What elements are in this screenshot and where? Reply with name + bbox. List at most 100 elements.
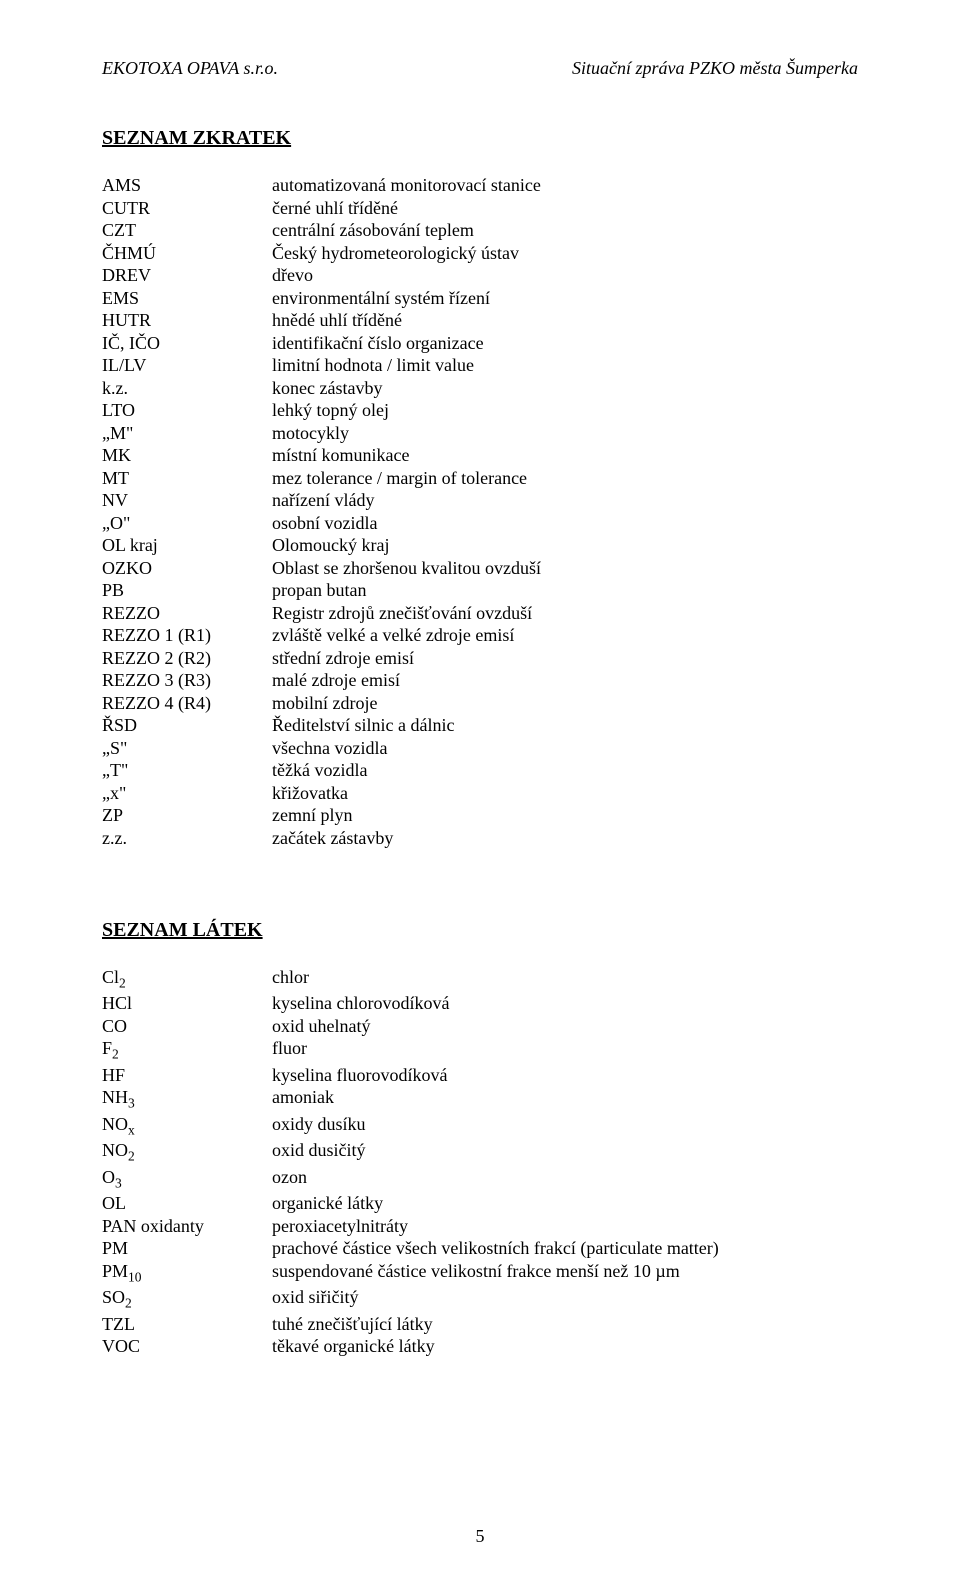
abbr-code: ŘSD <box>102 714 272 737</box>
abbr-code: HCl <box>102 992 272 1015</box>
abbr-definition: identifikační číslo organizace <box>272 332 858 355</box>
page-header: EKOTOXA OPAVA s.r.o. Situační zpráva PZK… <box>102 58 858 79</box>
abbr-definition: zvláště velké a velké zdroje emisí <box>272 624 858 647</box>
abbr-definition: místní komunikace <box>272 444 858 467</box>
abbr-definition: Oblast se zhoršenou kvalitou ovzduší <box>272 557 858 580</box>
abbr-code: IČ, IČO <box>102 332 272 355</box>
abbr-definition: motocykly <box>272 422 858 445</box>
abbr-code: REZZO 2 (R2) <box>102 647 272 670</box>
abbr-code: „x" <box>102 782 272 805</box>
abbr-definition: začátek zástavby <box>272 827 858 850</box>
abbr-code: MK <box>102 444 272 467</box>
abbr-definition: ozon <box>272 1166 858 1192</box>
abbr-code: NO2 <box>102 1139 272 1165</box>
abbr-code: O3 <box>102 1166 272 1192</box>
abbr-code: OL kraj <box>102 534 272 557</box>
abbr-code: REZZO 4 (R4) <box>102 692 272 715</box>
abbr-definition: Registr zdrojů znečišťování ovzduší <box>272 602 858 625</box>
abbr-definition: lehký topný olej <box>272 399 858 422</box>
abbr-definition: Olomoucký kraj <box>272 534 858 557</box>
abbr-definition: fluor <box>272 1037 858 1063</box>
abbr-definition: střední zdroje emisí <box>272 647 858 670</box>
abbr-definition: křižovatka <box>272 782 858 805</box>
abbr-code: REZZO 3 (R3) <box>102 669 272 692</box>
abbr-code: OL <box>102 1192 272 1215</box>
abbr-definition: kyselina chlorovodíková <box>272 992 858 1015</box>
abbr-code: IL/LV <box>102 354 272 377</box>
abbr-definition: černé uhlí tříděné <box>272 197 858 220</box>
abbr-code: CO <box>102 1015 272 1038</box>
abbr-code: PM <box>102 1237 272 1260</box>
abbr-code: DREV <box>102 264 272 287</box>
abbr-code: ČHMÚ <box>102 242 272 265</box>
section-title-zkratek: SEZNAM ZKRATEK <box>102 127 858 150</box>
document-page: EKOTOXA OPAVA s.r.o. Situační zpráva PZK… <box>0 0 960 1589</box>
abbr-definition: Ředitelství silnic a dálnic <box>272 714 858 737</box>
abbr-code: REZZO <box>102 602 272 625</box>
abbr-code: SO2 <box>102 1286 272 1312</box>
abbr-code: PM10 <box>102 1260 272 1286</box>
abbr-definition: limitní hodnota / limit value <box>272 354 858 377</box>
abbreviation-table-1: AMSautomatizovaná monitorovací staniceCU… <box>102 174 858 849</box>
abbr-code: „S" <box>102 737 272 760</box>
abbr-definition: tuhé znečišťující látky <box>272 1313 858 1336</box>
abbr-definition: amoniak <box>272 1086 858 1112</box>
abbr-code: EMS <box>102 287 272 310</box>
abbr-definition: oxid siřičitý <box>272 1286 858 1312</box>
abbr-code: OZKO <box>102 557 272 580</box>
abbr-definition: suspendované částice velikostní frakce m… <box>272 1260 858 1286</box>
section-spacer <box>102 849 858 919</box>
abbr-definition: oxid dusičitý <box>272 1139 858 1165</box>
abbr-definition: environmentální systém řízení <box>272 287 858 310</box>
abbr-code: z.z. <box>102 827 272 850</box>
abbr-code: PB <box>102 579 272 602</box>
abbr-definition: zemní plyn <box>272 804 858 827</box>
abbr-definition: prachové částice všech velikostních frak… <box>272 1237 858 1260</box>
abbr-code: „O" <box>102 512 272 535</box>
header-left-text: EKOTOXA OPAVA s.r.o. <box>102 58 278 79</box>
page-number: 5 <box>0 1526 960 1547</box>
abbr-definition: oxid uhelnatý <box>272 1015 858 1038</box>
abbr-code: NV <box>102 489 272 512</box>
abbr-code: AMS <box>102 174 272 197</box>
abbr-definition: centrální zásobování teplem <box>272 219 858 242</box>
abbr-definition: mobilní zdroje <box>272 692 858 715</box>
abbr-definition: nařízení vlády <box>272 489 858 512</box>
abbr-code: „T" <box>102 759 272 782</box>
abbr-code: NH3 <box>102 1086 272 1112</box>
abbr-code: HUTR <box>102 309 272 332</box>
abbr-code: „M" <box>102 422 272 445</box>
abbr-code: F2 <box>102 1037 272 1063</box>
section-title-latek: SEZNAM LÁTEK <box>102 919 858 942</box>
abbr-code: LTO <box>102 399 272 422</box>
abbr-code: REZZO 1 (R1) <box>102 624 272 647</box>
header-right-text: Situační zpráva PZKO města Šumperka <box>572 58 858 79</box>
abbr-definition: propan butan <box>272 579 858 602</box>
abbr-code: HF <box>102 1064 272 1087</box>
abbr-definition: automatizovaná monitorovací stanice <box>272 174 858 197</box>
abbr-definition: mez tolerance / margin of tolerance <box>272 467 858 490</box>
abbr-code: k.z. <box>102 377 272 400</box>
abbr-definition: hnědé uhlí tříděné <box>272 309 858 332</box>
abbr-code: NOx <box>102 1113 272 1139</box>
abbr-definition: malé zdroje emisí <box>272 669 858 692</box>
abbr-code: PAN oxidanty <box>102 1215 272 1238</box>
abbr-definition: Český hydrometeorologický ústav <box>272 242 858 265</box>
abbr-definition: kyselina fluorovodíková <box>272 1064 858 1087</box>
abbr-definition: všechna vozidla <box>272 737 858 760</box>
abbr-code: TZL <box>102 1313 272 1336</box>
abbr-code: CUTR <box>102 197 272 220</box>
abbr-definition: oxidy dusíku <box>272 1113 858 1139</box>
abbr-definition: osobní vozidla <box>272 512 858 535</box>
abbreviation-table-2: Cl2chlorHClkyselina chlorovodíkováCOoxid… <box>102 966 858 1358</box>
abbr-code: MT <box>102 467 272 490</box>
abbr-definition: dřevo <box>272 264 858 287</box>
abbr-code: CZT <box>102 219 272 242</box>
abbr-definition: organické látky <box>272 1192 858 1215</box>
abbr-definition: chlor <box>272 966 858 992</box>
abbr-definition: konec zástavby <box>272 377 858 400</box>
abbr-code: Cl2 <box>102 966 272 992</box>
abbr-definition: peroxiacetylnitráty <box>272 1215 858 1238</box>
abbr-definition: těkavé organické látky <box>272 1335 858 1358</box>
abbr-code: VOC <box>102 1335 272 1358</box>
